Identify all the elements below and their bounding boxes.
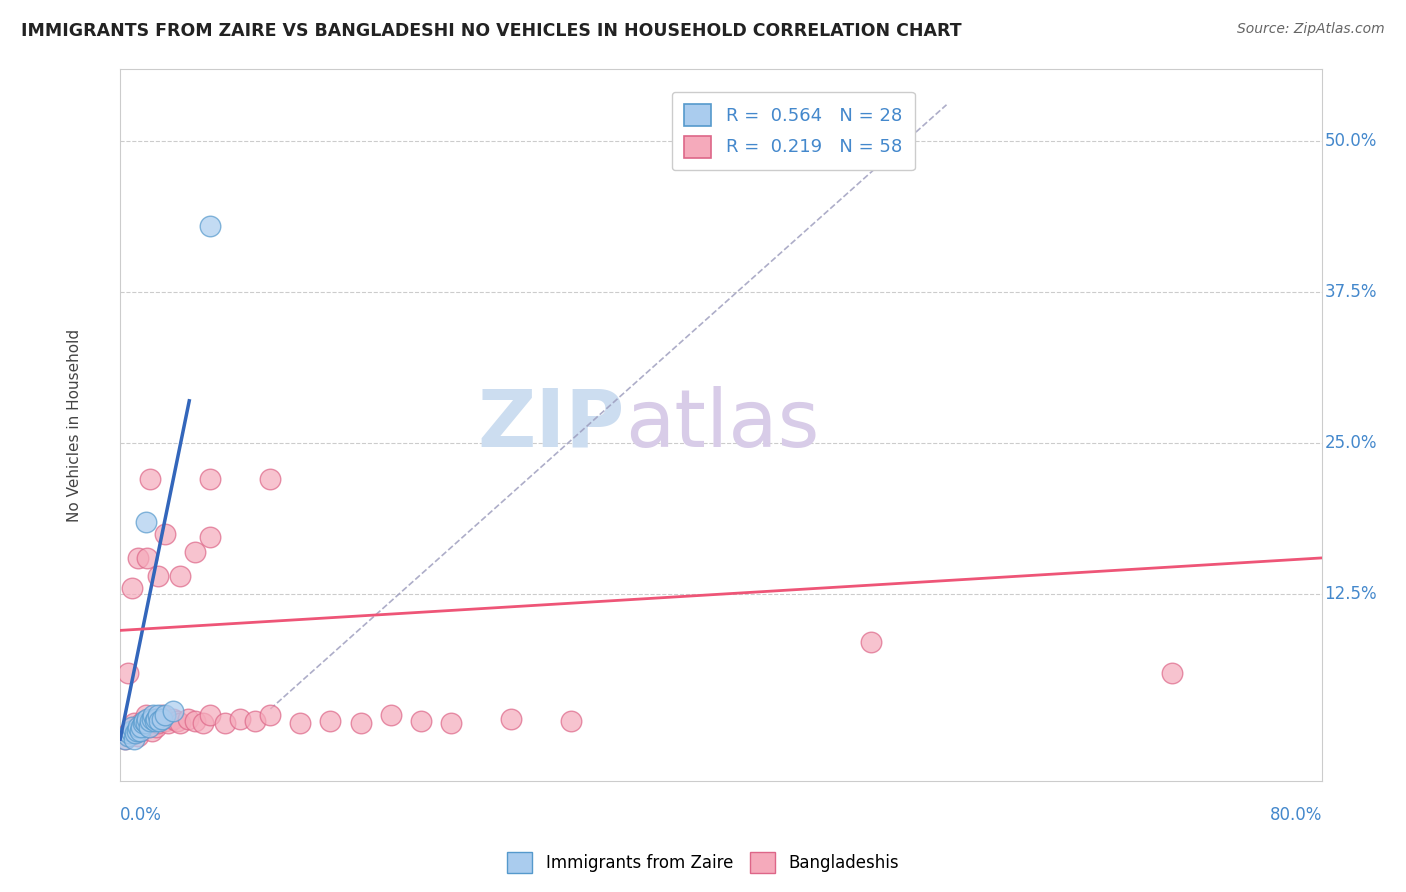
Point: [141, 712, 163, 726]
Point: [142, 716, 165, 731]
Point: [118, 726, 141, 740]
Point: [128, 723, 150, 738]
Point: [155, 708, 177, 723]
Point: [169, 716, 191, 731]
Point: [162, 704, 184, 718]
Point: [1160, 665, 1182, 680]
Point: [120, 723, 142, 738]
Point: [860, 635, 883, 649]
Point: [143, 712, 166, 726]
Point: [169, 569, 191, 583]
Point: [200, 219, 222, 233]
Point: [117, 729, 139, 743]
Point: [245, 714, 267, 728]
Point: [145, 720, 167, 734]
Point: [143, 714, 166, 728]
Point: [166, 714, 188, 728]
Point: [229, 712, 252, 726]
Point: [127, 550, 149, 565]
Point: [135, 708, 157, 723]
Point: [135, 716, 157, 731]
Point: [157, 716, 180, 731]
Point: [155, 526, 177, 541]
Point: [135, 515, 157, 529]
Point: [200, 530, 222, 544]
Point: [200, 708, 222, 723]
Point: [145, 712, 167, 726]
Point: [162, 712, 184, 726]
Point: [125, 720, 148, 734]
Text: 25.0%: 25.0%: [1324, 434, 1376, 452]
Point: [349, 716, 371, 731]
Point: [150, 712, 173, 726]
Point: [146, 708, 169, 723]
Point: [214, 716, 236, 731]
Point: [499, 712, 522, 726]
Point: [122, 716, 145, 731]
Point: [121, 720, 143, 734]
Point: [121, 581, 143, 595]
Point: [191, 716, 214, 731]
Point: [155, 714, 177, 728]
Point: [136, 550, 159, 565]
Point: [409, 714, 432, 728]
Text: atlas: atlas: [626, 386, 820, 464]
Point: [128, 723, 150, 738]
Text: No Vehicles in Household: No Vehicles in Household: [67, 328, 82, 522]
Point: [139, 472, 162, 486]
Point: [122, 732, 145, 747]
Text: 12.5%: 12.5%: [1324, 585, 1376, 603]
Point: [138, 720, 160, 734]
Point: [118, 729, 141, 743]
Point: [129, 720, 152, 734]
Point: [440, 716, 463, 731]
Point: [117, 726, 139, 740]
Point: [136, 716, 159, 731]
Point: [141, 723, 163, 738]
Point: [120, 723, 142, 738]
Point: [134, 714, 156, 728]
Text: Source: ZipAtlas.com: Source: ZipAtlas.com: [1237, 22, 1385, 37]
Point: [150, 708, 173, 723]
Text: 0.0%: 0.0%: [120, 806, 162, 824]
Text: ZIP: ZIP: [478, 386, 626, 464]
Text: 50.0%: 50.0%: [1324, 132, 1376, 150]
Point: [131, 720, 153, 734]
Point: [117, 665, 139, 680]
Point: [184, 714, 207, 728]
Text: 37.5%: 37.5%: [1324, 283, 1376, 301]
Point: [142, 708, 165, 723]
Point: [124, 726, 146, 740]
Point: [114, 732, 136, 747]
Point: [127, 720, 149, 734]
Point: [560, 714, 582, 728]
Point: [134, 714, 156, 728]
Point: [131, 716, 153, 731]
Point: [290, 716, 312, 731]
Point: [125, 723, 148, 738]
Point: [148, 714, 170, 728]
Point: [121, 720, 143, 734]
Point: [124, 726, 146, 740]
Point: [146, 569, 169, 583]
Point: [259, 472, 281, 486]
Text: IMMIGRANTS FROM ZAIRE VS BANGLADESHI NO VEHICLES IN HOUSEHOLD CORRELATION CHART: IMMIGRANTS FROM ZAIRE VS BANGLADESHI NO …: [21, 22, 962, 40]
Point: [114, 732, 136, 747]
Point: [138, 720, 160, 734]
Point: [146, 716, 169, 731]
Point: [177, 712, 200, 726]
Point: [139, 714, 162, 728]
Point: [259, 708, 281, 723]
Point: [184, 545, 207, 559]
Point: [136, 712, 159, 726]
Text: 80.0%: 80.0%: [1270, 806, 1322, 824]
Point: [129, 716, 152, 731]
Legend: Immigrants from Zaire, Bangladeshis: Immigrants from Zaire, Bangladeshis: [501, 846, 905, 880]
Legend: R =  0.564   N = 28, R =  0.219   N = 58: R = 0.564 N = 28, R = 0.219 N = 58: [672, 92, 915, 170]
Point: [380, 708, 402, 723]
Point: [139, 714, 162, 728]
Point: [200, 472, 222, 486]
Point: [127, 729, 149, 743]
Point: [319, 714, 342, 728]
